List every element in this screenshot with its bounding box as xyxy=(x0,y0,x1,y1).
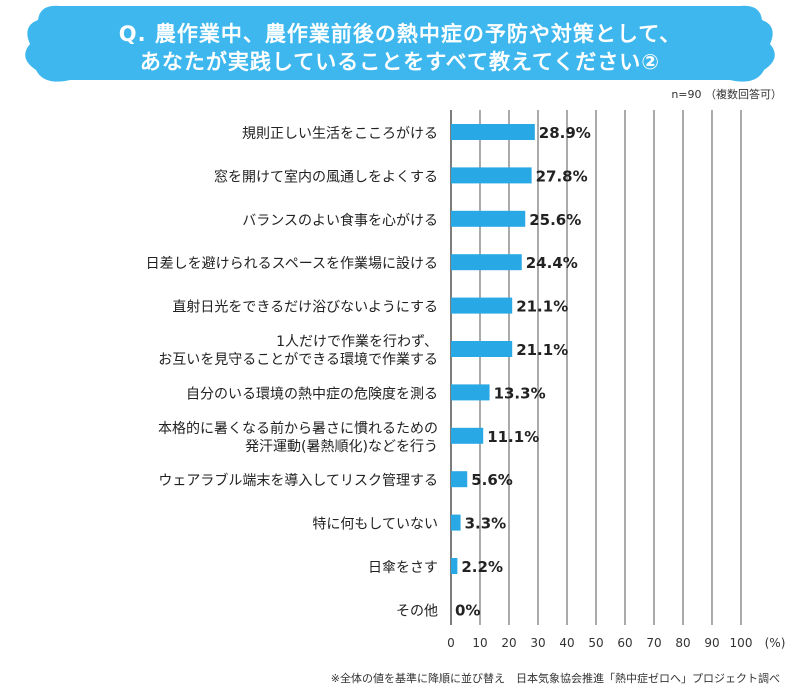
bar-value-label: 21.1% xyxy=(516,298,568,316)
bar-value-label: 27.8% xyxy=(536,167,588,185)
bar xyxy=(451,341,513,357)
x-tick-label: 90 xyxy=(704,636,719,650)
category-label: 発汗運動(暑熱順化)などを行う xyxy=(245,439,438,455)
bar xyxy=(451,210,526,227)
bar xyxy=(451,558,458,574)
bar xyxy=(451,427,484,444)
x-tick-label: 60 xyxy=(617,636,632,650)
category-label: 日傘をさす xyxy=(368,560,438,576)
category-label: その他 xyxy=(396,603,438,619)
category-label: お互いを見守ることができる環境で作業する xyxy=(158,352,438,368)
x-tick-label: 100 xyxy=(730,636,753,650)
x-tick-label: 10 xyxy=(472,636,487,650)
category-label: 特に何もしていない xyxy=(312,517,438,533)
bar-value-label: 24.4% xyxy=(526,254,578,272)
category-label: 規則正しい生活をこころがける xyxy=(242,126,438,142)
category-label: 窓を開けて室内の風通しをよくする xyxy=(214,168,438,185)
x-tick-label: 30 xyxy=(530,636,545,650)
bar xyxy=(451,124,535,140)
bar-value-label: 11.1% xyxy=(487,428,539,446)
bar xyxy=(451,297,513,314)
x-tick-label: 50 xyxy=(588,636,603,650)
category-label: 日差しを避けられるスペースを作業場に設ける xyxy=(146,256,438,272)
x-axis-unit: (%) xyxy=(765,636,786,650)
category-label: 直射日光をできるだけ浴びないようにする xyxy=(172,299,438,316)
category-label: 1人だけで作業を行わず、 xyxy=(276,334,438,350)
bar-value-label: 2.2% xyxy=(461,558,503,576)
bar xyxy=(451,471,468,488)
title-banner xyxy=(25,5,775,82)
category-label: バランスのよい食事を心がける xyxy=(242,212,438,229)
bar-value-label: 5.6% xyxy=(471,471,513,489)
chart-title-line1: Q. 農作業中、農作業前後の熱中症の予防や対策として、 xyxy=(118,22,682,46)
category-label: ウェアラブル端末を導入してリスク管理する xyxy=(158,472,438,489)
bar-value-label: 28.9% xyxy=(539,124,591,142)
x-tick-label: 0 xyxy=(447,636,455,650)
footer-note: ※全体の値を基準に降順に並び替え 日本気象協会推進「熱中症ゼロへ」プロジェクト調… xyxy=(330,672,780,685)
x-tick-label: 20 xyxy=(501,636,516,650)
bar xyxy=(451,254,522,271)
bar xyxy=(451,167,532,184)
bar-value-label: 3.3% xyxy=(465,515,507,533)
bar-value-label: 13.3% xyxy=(494,384,546,402)
category-label: 自分のいる環境の熱中症の危険度を測る xyxy=(186,386,438,402)
bar-value-label: 25.6% xyxy=(529,211,581,229)
chart-title-line2: あなたが実践していることをすべて教えてください② xyxy=(139,50,661,74)
title-banner-shape xyxy=(25,5,775,82)
category-label: 本格的に暑くなる前から暑さに慣れるための xyxy=(158,420,438,437)
sample-size-note: n=90 （複数回答可） xyxy=(671,88,782,101)
bar xyxy=(451,384,490,401)
x-tick-label: 70 xyxy=(646,636,661,650)
bar xyxy=(451,514,461,531)
x-tick-label: 40 xyxy=(559,636,574,650)
bar-value-label: 0% xyxy=(455,601,480,619)
bar-value-label: 21.1% xyxy=(516,341,568,359)
x-tick-label: 80 xyxy=(675,636,690,650)
